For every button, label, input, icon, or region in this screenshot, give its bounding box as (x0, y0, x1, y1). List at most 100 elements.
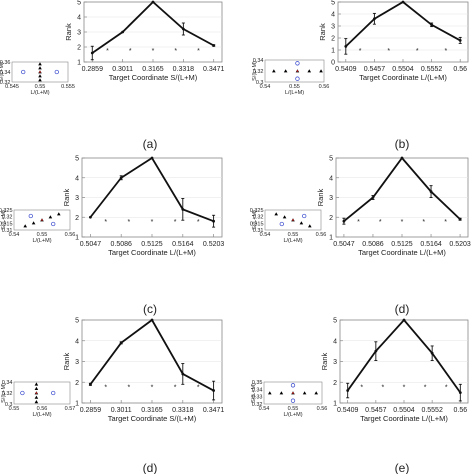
x-axis-label: Target Coordinate S/(L+M) (108, 414, 197, 423)
y-tick-label: 2 (77, 45, 81, 52)
inset-y-tick: 0.32 (0, 80, 11, 86)
inset-x-tick: 0.55 (37, 232, 48, 238)
inset-y-label: S/(L+M) (252, 61, 258, 81)
y-axis-label: Rank (62, 352, 71, 370)
x-tick-label: 0.3318 (172, 407, 194, 414)
significance-marker: * (151, 219, 154, 226)
inset-circle-marker (295, 61, 300, 66)
inset-x-tick: 0.56 (37, 406, 48, 412)
chart-panel-5: 1 2 3 4 5 0.2859 0.3011 0.3165 0.3318 0.3471 Targe… (62, 318, 224, 424)
x-tick-label: 0.5504 (392, 66, 414, 73)
inset-x-tick: 0.57 (65, 406, 76, 412)
inset-circle-marker (302, 213, 307, 219)
inset-y-tick: 0.315 (0, 221, 13, 227)
inset-triangle-marker (34, 400, 39, 404)
x-tick-label: 0.5203 (203, 241, 225, 248)
inset-y-tick: 0.34 (0, 70, 11, 76)
data-point (342, 219, 346, 223)
data-point (89, 382, 92, 386)
inset-y-tick: 0.35 (252, 380, 263, 386)
inset-x-tick: 0.54 (9, 232, 20, 238)
x-tick-label: 0.5552 (421, 66, 443, 73)
x-tick-label: 0.5409 (337, 407, 359, 414)
y-tick-label: 2 (333, 380, 337, 387)
y-tick-label: 1 (77, 60, 81, 67)
inset-triangle-marker (38, 78, 42, 82)
y-tick-label: 3 (75, 195, 79, 202)
significance-marker: * (152, 48, 155, 55)
x-tick-label: 0.5086 (362, 241, 384, 248)
y-tick-label: 3 (77, 30, 81, 37)
inset-triangle-marker (48, 215, 53, 219)
inset-circle-marker (295, 76, 300, 81)
significance-marker: * (382, 384, 385, 391)
x-tick-label: 0.3011 (112, 66, 133, 73)
x-tick-label: 0.5552 (421, 407, 443, 414)
inset-triangle-marker (282, 215, 287, 219)
x-tick-label: 0.3471 (203, 407, 225, 414)
significance-marker: * (174, 48, 177, 55)
y-tick-label: 5 (75, 318, 79, 325)
data-point (119, 341, 123, 345)
data-point (374, 349, 378, 353)
inset-plot-2: 0.54 0.55 0.56 0.3 0.32 0.34 L/(L+M) S/(L+M) (252, 58, 329, 96)
significance-marker: * (129, 48, 132, 55)
y-tick-label: 2 (75, 215, 79, 222)
y-tick-label: 3 (333, 359, 337, 366)
inset-x-label: L/(L+M) (283, 412, 302, 418)
inset-triangle-marker (274, 212, 278, 216)
data-point (181, 207, 185, 211)
significance-marker: * (106, 48, 109, 55)
inset-triangle-marker (272, 69, 276, 73)
inset-triangle-marker (34, 382, 39, 386)
y-tick-label: 5 (75, 156, 79, 163)
chart-panel-1: 1 2 3 4 5 0.2859 0.3011 0.3165 0.3318 0.3471 Targe… (64, 0, 225, 82)
x-tick-label: 0.5164 (172, 241, 194, 248)
y-tick-label: 5 (329, 156, 333, 163)
inset-x-tick: 0.545 (5, 84, 19, 90)
y-axis-label: Rank (64, 23, 73, 41)
significance-marker: * (357, 219, 360, 226)
y-tick-label: 0 (331, 60, 335, 67)
inset-target-marker (35, 392, 38, 394)
data-point (429, 190, 433, 193)
inset-circle-marker (54, 69, 59, 75)
inset-triangle-marker (314, 391, 318, 395)
y-tick-label: 3 (329, 195, 333, 202)
inset-y-label: S/(L+M) (251, 383, 257, 403)
x-tick-label: 0.3318 (173, 66, 195, 73)
inset-x-label: L/(L+M) (32, 412, 51, 418)
inset-triangle-marker (302, 391, 307, 395)
x-tick-label: 0.5409 (335, 66, 357, 73)
panel-label: (d) (143, 461, 158, 474)
data-point (346, 389, 350, 392)
x-axis-label: Target Coordinate L/(L+M) (108, 248, 196, 257)
x-tick-label: 0.5457 (365, 407, 387, 414)
significance-marker: * (104, 384, 107, 391)
chart-panel-4: 1 2 3 4 5 0.5047 0.5086 0.5125 0.5164 0.5203Targe… (316, 156, 471, 258)
inset-y-tick: 0.34 (2, 380, 13, 386)
inset-triangle-marker (319, 69, 323, 73)
inset-triangle-marker (268, 391, 272, 395)
inset-y-label: S/(L+M) (1, 210, 7, 230)
x-tick-label: 0.3165 (142, 66, 164, 73)
y-tick-label: 5 (77, 0, 81, 7)
inset-y-tick: 0.33 (252, 395, 263, 401)
panel-label: (a) (143, 137, 158, 151)
inset-y-tick: 0.32 (2, 391, 13, 397)
y-tick-label: 1 (75, 235, 79, 242)
significance-marker: * (174, 384, 177, 391)
data-point (402, 318, 406, 322)
inset-y-tick: 0.32 (253, 215, 264, 221)
x-tick-label: 0.5125 (141, 241, 163, 248)
inset-triangle-marker (34, 386, 39, 390)
panel-label: (d) (395, 302, 410, 316)
inset-circle-marker (21, 69, 26, 75)
x-tick-label: 0.56 (453, 66, 467, 73)
inset-x-tick: 0.555 (61, 84, 75, 90)
inset-y-tick: 0.32 (2, 215, 13, 221)
inset-triangle-marker (38, 74, 42, 78)
y-tick-label: 4 (331, 12, 335, 19)
data-point (121, 30, 125, 34)
data-point (151, 0, 155, 4)
